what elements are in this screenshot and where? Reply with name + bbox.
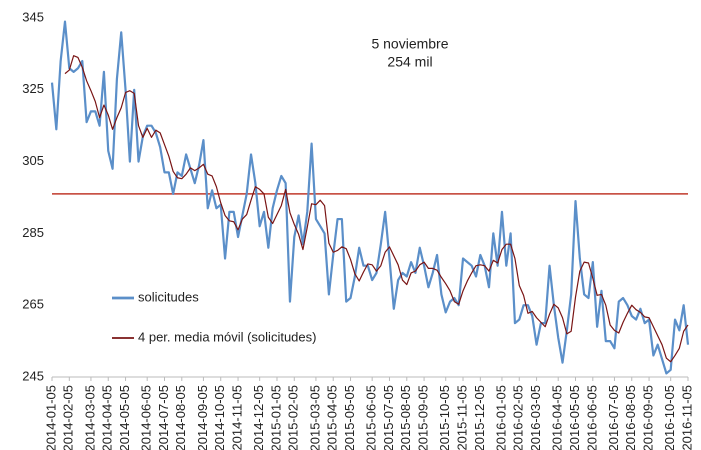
x-tick-label: 2015-02-05	[286, 385, 301, 450]
x-tick-label: 2016-08-05	[623, 385, 638, 450]
x-tick-label: 2014-11-05	[229, 385, 244, 450]
x-tick-label: 2016-02-05	[511, 385, 526, 450]
legend-label: 4 per. media móvil (solicitudes)	[138, 329, 316, 344]
x-tick-label: 2015-11-05	[454, 385, 469, 450]
series-line	[64, 55, 689, 363]
x-tick-label: 2014-06-05	[139, 385, 154, 450]
x-tick-label: 2014-03-05	[82, 385, 97, 450]
x-tick-label: 2016-06-05	[584, 385, 599, 450]
x-tick-label: 2015-12-05	[472, 385, 487, 450]
series-line	[50, 20, 690, 375]
x-tick-label: 2015-01-05	[268, 385, 283, 450]
x-tick-label: 2016-01-05	[493, 385, 508, 450]
annotation: 254 mil	[387, 54, 432, 70]
x-tick-label: 2015-03-05	[307, 385, 322, 450]
x-tick-label: 2016-05-05	[567, 385, 582, 450]
x-tick-label: 2014-05-05	[117, 385, 132, 450]
x-tick-label: 2014-07-05	[156, 385, 171, 450]
legend-label: solicitudes	[138, 289, 199, 304]
y-tick-label: 305	[22, 153, 44, 168]
x-tick-label: 2014-01-05	[43, 385, 58, 450]
x-tick-label: 2015-07-05	[381, 385, 396, 450]
x-tick-label: 2016-07-05	[606, 385, 621, 450]
x-tick-label: 2015-10-05	[437, 385, 452, 450]
x-tick-label: 2015-08-05	[398, 385, 413, 450]
y-tick-label: 325	[22, 81, 44, 96]
x-tick-label: 2014-12-05	[251, 385, 266, 450]
x-tick-label: 2015-04-05	[325, 385, 340, 450]
y-tick-label: 285	[22, 225, 44, 240]
x-tick-label: 2016-09-05	[640, 385, 655, 450]
x-tick-label: 2014-09-05	[195, 385, 210, 450]
x-tick-label: 2015-06-05	[364, 385, 379, 450]
y-tick-label: 245	[22, 368, 44, 383]
x-tick-label: 2014-10-05	[212, 385, 227, 450]
x-tick-label: 2016-03-05	[528, 385, 543, 450]
x-tick-label: 2014-04-05	[100, 385, 115, 450]
x-tick-label: 2014-02-05	[61, 385, 76, 450]
x-tick-label: 2015-05-05	[342, 385, 357, 450]
x-tick-label: 2016-04-05	[550, 385, 565, 450]
x-tick-label: 2014-08-05	[173, 385, 188, 450]
x-tick-label: 2016-10-05	[662, 385, 677, 450]
x-tick-label: 2015-09-05	[416, 385, 431, 450]
y-tick-label: 345	[22, 9, 44, 24]
annotation: 5 noviembre	[371, 36, 448, 52]
y-tick-label: 265	[22, 297, 44, 312]
x-tick-label: 2016-11-05	[679, 385, 694, 450]
